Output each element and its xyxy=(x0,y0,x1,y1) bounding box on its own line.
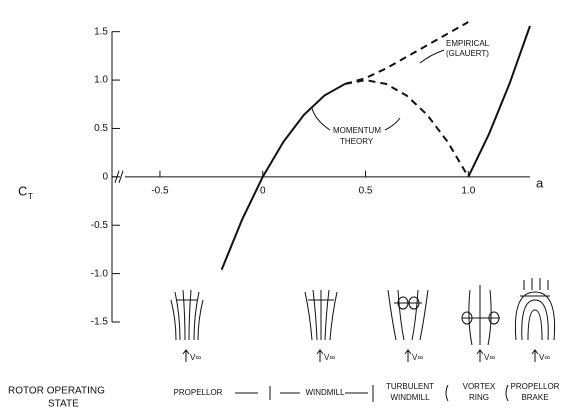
x-axis-label: a xyxy=(536,175,544,190)
annotation: THEORY xyxy=(340,137,374,146)
state-label: WINDMILL xyxy=(305,388,345,397)
y-tick-label: 1.5 xyxy=(94,26,108,37)
y-tick-label: -1.5 xyxy=(91,317,109,328)
annotation: EMPIRICAL xyxy=(446,39,490,48)
annotation: MOMENTUM xyxy=(333,126,381,135)
leader-line xyxy=(420,50,444,63)
y-tick-label: -1.0 xyxy=(91,268,109,279)
state-title: ROTOR OPERATING xyxy=(8,386,105,397)
v-inf-label: V∞ xyxy=(190,353,201,362)
v-inf-label: V∞ xyxy=(539,353,550,362)
state-label: PROPELLOR xyxy=(511,382,560,391)
x-tick-label: 0.5 xyxy=(359,185,373,196)
y-tick-label: 1.0 xyxy=(94,75,108,86)
x-tick-label: 0 xyxy=(260,185,266,196)
x-tick-label: -0.5 xyxy=(151,185,169,196)
y-axis-label-sub: T xyxy=(28,192,33,201)
v-inf-label: V∞ xyxy=(324,353,335,362)
state-label: RING xyxy=(469,393,489,402)
leader-line xyxy=(385,118,400,130)
annotation: (GLAUERT) xyxy=(446,49,489,58)
leader-line xyxy=(312,108,330,130)
v-inf-label: V∞ xyxy=(412,353,423,362)
y-axis-label: C xyxy=(18,183,27,198)
state-label: WINDMILL xyxy=(390,393,430,402)
state-label: BRAKE xyxy=(521,393,548,402)
y-tick-label: 0.5 xyxy=(94,123,108,134)
state-label: VORTEX xyxy=(463,382,496,391)
v-inf-label: V∞ xyxy=(484,353,495,362)
state-label: PROPELLOR xyxy=(174,388,223,397)
y-tick-label: 0 xyxy=(102,171,108,182)
state-title: STATE xyxy=(48,399,79,410)
y-tick-label: -0.5 xyxy=(91,220,109,231)
flow-sketch xyxy=(171,278,555,402)
x-tick-label: 1.0 xyxy=(461,185,475,196)
chart: C T a EMPIRICAL (GLAUERT) MOMENTUM THEOR… xyxy=(0,0,581,413)
state-label: TURBULENT xyxy=(386,382,434,391)
